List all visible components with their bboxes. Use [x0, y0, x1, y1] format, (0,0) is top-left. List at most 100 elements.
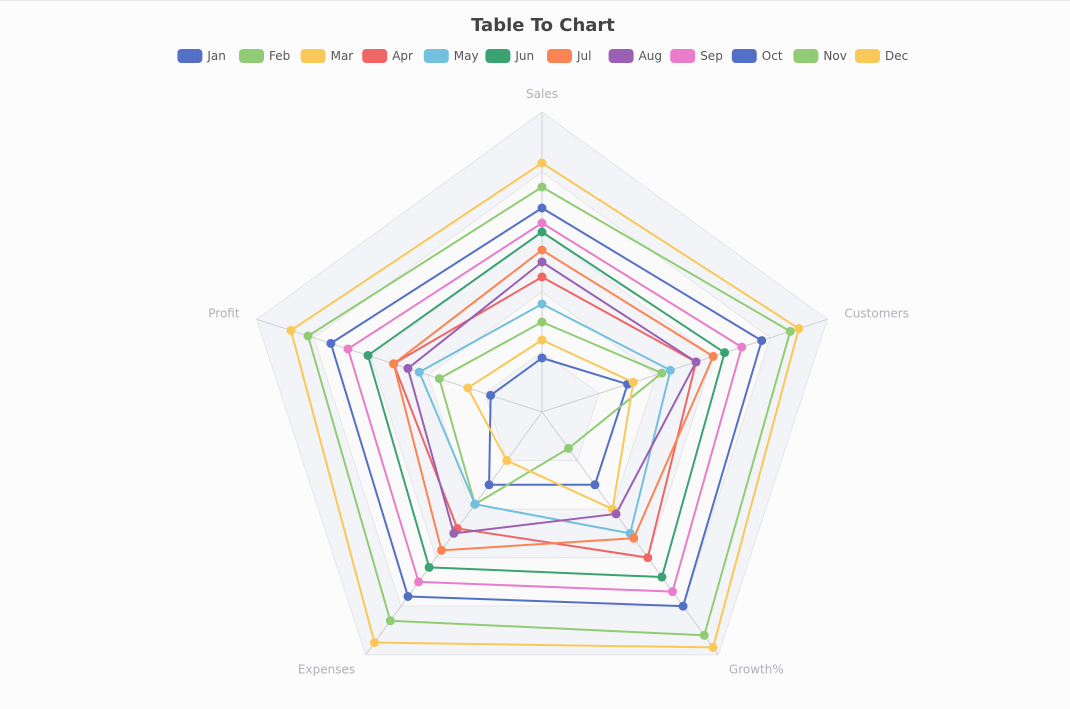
- data-point[interactable]: [434, 374, 444, 384]
- series-dec[interactable]: [286, 158, 804, 652]
- data-point[interactable]: [343, 344, 353, 354]
- legend-item-mar[interactable]: Mar: [300, 49, 354, 63]
- data-point[interactable]: [537, 299, 547, 309]
- data-point[interactable]: [436, 545, 446, 555]
- data-point[interactable]: [678, 601, 688, 611]
- series-jan[interactable]: [484, 353, 633, 490]
- data-point[interactable]: [389, 359, 399, 369]
- legend: Jan Feb Mar Apr May Jun Jul Aug Sep Oct Nov Dec: [177, 49, 908, 63]
- data-point[interactable]: [363, 350, 373, 360]
- data-point[interactable]: [369, 638, 379, 648]
- data-point[interactable]: [590, 480, 600, 490]
- legend-label: May: [454, 49, 479, 63]
- data-point[interactable]: [563, 443, 573, 453]
- series-line: [418, 303, 672, 535]
- data-point[interactable]: [537, 335, 547, 345]
- data-point[interactable]: [403, 363, 413, 373]
- legend-item-apr[interactable]: Apr: [362, 49, 413, 63]
- data-point[interactable]: [537, 182, 547, 192]
- data-point[interactable]: [403, 591, 413, 601]
- data-point[interactable]: [537, 272, 547, 282]
- data-point[interactable]: [667, 587, 677, 597]
- data-point[interactable]: [643, 553, 653, 563]
- legend-item-may[interactable]: May: [423, 49, 479, 63]
- legend-item-sep[interactable]: Sep: [670, 49, 723, 63]
- series-line: [488, 357, 629, 486]
- legend-label: Jul: [576, 49, 591, 63]
- data-point[interactable]: [486, 390, 496, 400]
- data-point[interactable]: [691, 357, 701, 367]
- data-point[interactable]: [537, 218, 547, 228]
- legend-item-nov[interactable]: Nov: [793, 49, 847, 63]
- data-point[interactable]: [463, 383, 473, 393]
- data-point[interactable]: [502, 456, 512, 466]
- data-point[interactable]: [611, 509, 621, 519]
- legend-swatch: [855, 49, 880, 63]
- legend-label: Oct: [762, 49, 783, 63]
- chart-title: Table To Chart: [471, 15, 615, 36]
- data-point[interactable]: [537, 353, 547, 363]
- legend-swatch: [485, 49, 511, 63]
- data-point[interactable]: [537, 317, 547, 327]
- data-point[interactable]: [737, 342, 747, 352]
- data-point[interactable]: [537, 227, 547, 237]
- data-point[interactable]: [537, 257, 547, 267]
- top-divider: [0, 0, 1070, 1]
- data-point[interactable]: [657, 368, 667, 378]
- axis-labels: Sales Customers Growth% Expenses Profit: [208, 87, 909, 676]
- data-point[interactable]: [537, 245, 547, 255]
- legend-item-jun[interactable]: Jun: [485, 49, 534, 63]
- legend-swatch: [670, 49, 696, 63]
- series-mar[interactable]: [463, 335, 638, 514]
- data-point[interactable]: [757, 336, 767, 346]
- data-point[interactable]: [708, 351, 718, 361]
- legend-item-aug[interactable]: Aug: [608, 49, 662, 63]
- series-feb[interactable]: [434, 317, 667, 509]
- data-point[interactable]: [537, 203, 547, 213]
- legend-item-dec[interactable]: Dec: [855, 49, 908, 63]
- series-sep[interactable]: [343, 218, 747, 597]
- data-point[interactable]: [286, 325, 296, 335]
- data-point[interactable]: [537, 158, 547, 168]
- legend-item-jan[interactable]: Jan: [177, 49, 226, 63]
- series-line: [438, 321, 663, 506]
- data-point[interactable]: [794, 324, 804, 334]
- series-line: [466, 339, 635, 511]
- series-jun[interactable]: [363, 227, 730, 582]
- legend-label: Mar: [331, 49, 354, 63]
- data-point[interactable]: [326, 338, 336, 348]
- series-jul[interactable]: [389, 245, 718, 555]
- series-may[interactable]: [414, 299, 675, 538]
- data-point[interactable]: [484, 480, 494, 490]
- series-line: [366, 231, 726, 579]
- data-point[interactable]: [385, 616, 395, 626]
- data-point[interactable]: [628, 377, 638, 387]
- series-oct[interactable]: [326, 203, 767, 611]
- legend-label: Feb: [269, 49, 290, 63]
- data-point[interactable]: [720, 348, 730, 358]
- series-line: [392, 249, 715, 552]
- data-point[interactable]: [303, 331, 313, 341]
- series-nov[interactable]: [303, 182, 795, 640]
- data-point[interactable]: [414, 367, 424, 377]
- series-aug[interactable]: [403, 257, 701, 538]
- axis-line: [541, 318, 828, 413]
- data-point[interactable]: [708, 642, 718, 652]
- data-point[interactable]: [449, 528, 459, 538]
- data-point[interactable]: [424, 562, 434, 572]
- data-point[interactable]: [470, 499, 480, 509]
- data-point[interactable]: [785, 326, 795, 336]
- data-point[interactable]: [629, 533, 639, 543]
- data-point[interactable]: [665, 365, 675, 375]
- legend-swatch: [177, 49, 203, 63]
- legend-item-oct[interactable]: Oct: [731, 49, 783, 63]
- data-point[interactable]: [414, 577, 424, 587]
- legend-swatch: [547, 49, 572, 63]
- legend-item-feb[interactable]: Feb: [239, 49, 290, 63]
- legend-swatch: [608, 49, 634, 63]
- data-point[interactable]: [699, 630, 709, 640]
- legend-item-jul[interactable]: Jul: [547, 49, 591, 63]
- data-point[interactable]: [657, 572, 667, 582]
